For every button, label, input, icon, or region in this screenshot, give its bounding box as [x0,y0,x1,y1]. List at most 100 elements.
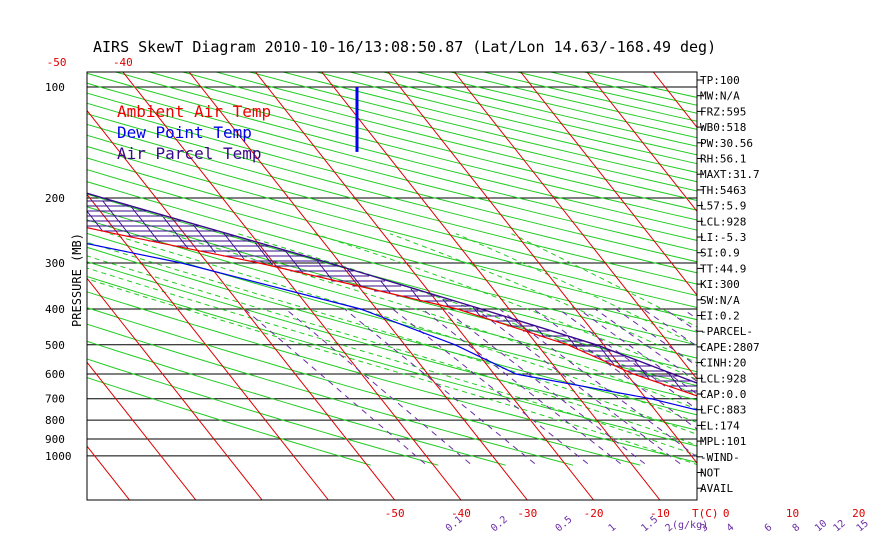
cape-hatch [442,298,450,308]
parcel-profile-point-400 [480,308,483,310]
index-lfc-883: LFC:883 [700,404,746,417]
cape-hatch [7,201,16,213]
dry-adiabat [87,232,697,401]
parcel-profile-point-300 [328,262,331,264]
dry-adiabat [87,92,697,252]
mixing-ratio-line [475,308,681,465]
moist-adiabat [314,233,697,381]
dry-adiabat [87,102,697,263]
index-lcl-928: LCL:928 [700,215,746,228]
mixing-ratio-unit: (g/kg) [672,520,708,531]
mixing-ratio-line [422,308,621,465]
ambient-profile-point-500 [567,344,569,346]
parcel-profile-point-600 [672,373,674,375]
isotherm-line [652,72,697,129]
index-mpl-101: MPL:101 [700,435,746,448]
mixing-ratio-tick-0-5: 0.5 [554,514,575,534]
legend-ambient-air-temp: Ambient Air Temp [117,102,271,121]
cape-hatch [87,210,103,232]
ambient-profile-point-600 [632,373,635,375]
dry-adiabat [87,261,697,431]
index-el-174: EL:174 [700,419,740,432]
index-cinh-20: CINH:20 [700,357,746,370]
index-ki-300: KI:300 [700,278,740,291]
mixing-ratio-tick-4: 4 [725,522,737,534]
pressure-tick-100: 100 [45,81,65,94]
bottom-temp-tick-30: -30 [517,507,537,520]
moist-adiabat [87,278,697,466]
bottom-temp-tick-50: -50 [385,507,405,520]
mixing-ratio-tick-10: 10 [813,518,829,534]
top-temp-tick-50: -50 [47,56,67,69]
isotherm-line [87,277,263,500]
dry-adiabat [87,113,697,274]
index-l57-5-9: L57:5.9 [700,200,746,213]
mixing-ratio-line [594,308,697,382]
index-cape-2807: CAPE:2807 [700,341,760,354]
index-tt-44-9: TT:44.9 [700,262,746,275]
bottom-temp-tick-10: 10 [786,507,799,520]
cape-hatch [380,280,391,294]
parcel-profile-point-900 [828,438,830,440]
index-si-0-9: SI:0.9 [700,247,740,260]
isotherm-line [255,72,594,500]
pressure-tick-700: 700 [45,393,65,406]
cape-hatch [162,216,189,250]
ambient-profile-point-800 [765,419,767,421]
dry-adiabat [87,291,697,463]
bottom-temp-tick-20: 20 [852,507,865,520]
dry-adiabat [548,72,697,106]
dewpoint-profile-point-1000 [826,455,828,457]
dry-adiabat [87,246,697,416]
mixing-ratio-line [285,308,471,465]
cape-hatch [808,429,814,437]
index-th-5463: TH:5463 [700,184,746,197]
pressure-tick-400: 400 [45,303,65,316]
dry-adiabat [87,307,641,466]
mixing-ratio-tick-2: 2 [663,522,675,534]
dry-adiabat [381,72,697,147]
dry-adiabat [87,82,697,241]
isotherm-line [87,361,197,500]
index-not: NOT [700,467,720,480]
cape-hatch [567,336,579,350]
ambient-profile-point-300 [258,262,260,264]
isotherm-line [87,109,396,500]
dewpoint-profile-point-960 [821,449,823,451]
dewpoint-profile-point-250 [38,233,40,235]
pressure-tick-500: 500 [45,339,65,352]
mixing-ratio-tick-6: 6 [763,522,775,534]
index-parcel: -PARCEL- [700,325,753,338]
parcel-profile-point-200 [102,197,104,199]
pressure-tick-1000: 1000 [45,450,72,463]
moist-adiabat [87,241,697,435]
plot-area [7,72,830,500]
index-wind: -WIND- [700,451,740,464]
mixing-ratio-tick-8: 8 [791,522,803,534]
legend: Ambient Air Temp Dew Point Temp Air Parc… [117,102,271,163]
cape-hatch [31,201,45,219]
mixing-ratio-tick-3: 3 [699,522,711,534]
isotherm-line [321,72,661,500]
mixing-ratio-line [344,308,536,465]
index-li-5-3: LI:-5.3 [700,231,746,244]
dry-adiabat [87,134,697,297]
cape-hatch [504,316,513,328]
cape-hatch [193,224,216,254]
dry-adiabat [87,340,506,466]
top-temp-tick-40: -40 [113,56,133,69]
isotherm-line [122,72,462,500]
mixing-ratio-line [443,308,646,465]
bottom-temp-tick-20: -20 [584,507,604,520]
isotherm-line [387,72,697,464]
parcel-profile-point-250 [226,232,229,235]
cape-hatch [131,206,161,244]
dewpoint-profile-point-700 [650,397,652,400]
index-pw-30-56: PW:30.56 [700,137,753,150]
cape-hatch [772,413,782,425]
mixing-ratio-tick-1: 1 [607,522,619,534]
dry-adiabat [448,72,697,130]
dewpoint-profile-point-300 [180,262,183,264]
moist-adiabat [87,255,697,446]
